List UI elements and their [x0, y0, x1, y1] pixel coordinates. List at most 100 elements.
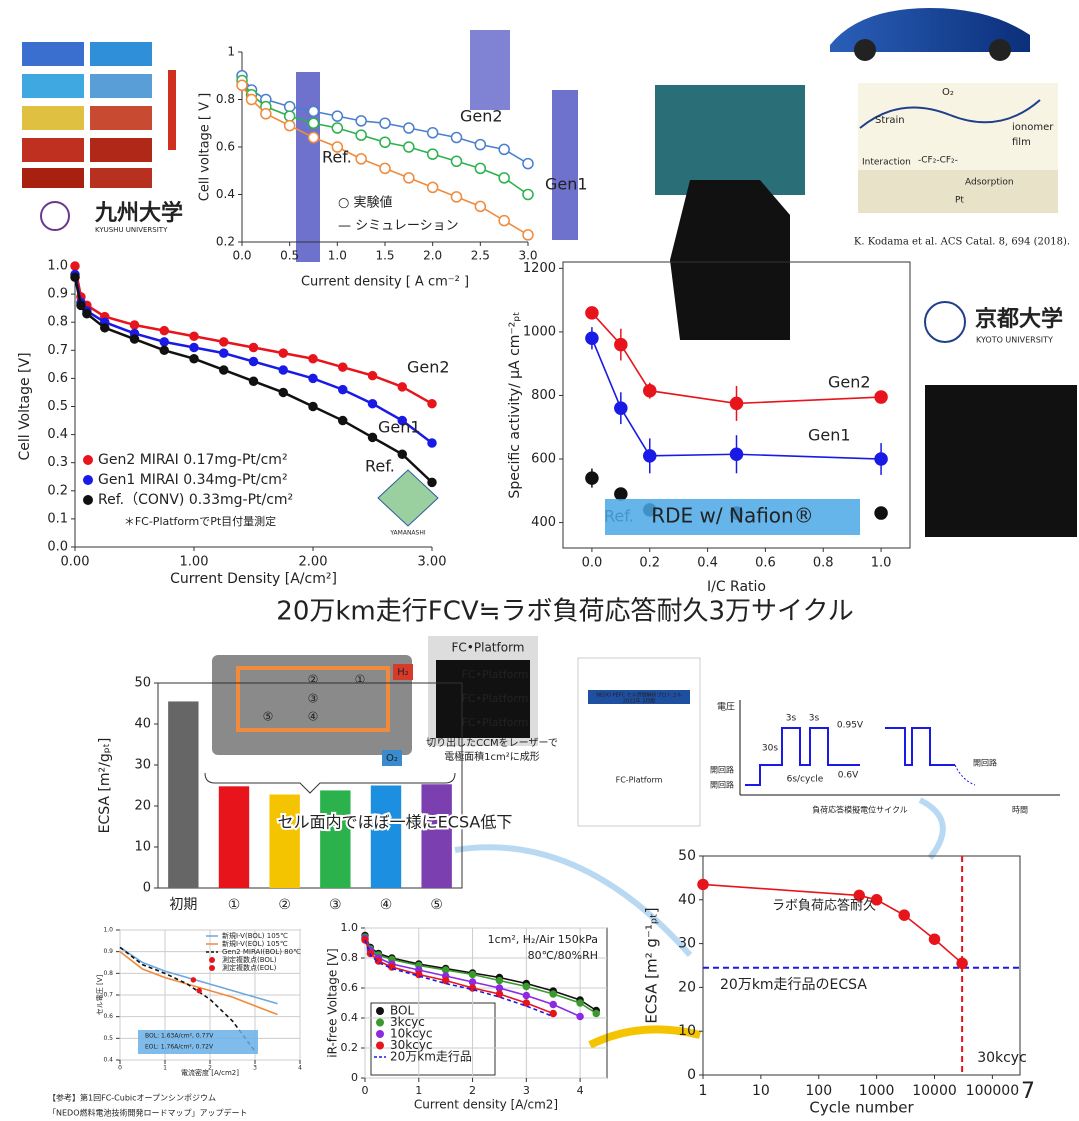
data-point — [428, 149, 438, 159]
data-point — [428, 182, 438, 192]
data-point — [428, 439, 436, 447]
data-point — [309, 374, 317, 382]
data-point — [398, 450, 406, 458]
y-tick-label: 0.6 — [341, 981, 359, 994]
heatmap — [22, 138, 84, 162]
data-point — [443, 978, 449, 984]
data-point — [380, 163, 390, 173]
catalyst-image — [655, 85, 805, 195]
y-tick-label: 0.8 — [47, 315, 68, 330]
platform-label: FC•Platform — [462, 692, 529, 705]
protocol-label: 0.6V — [838, 771, 859, 781]
structure-image — [552, 90, 578, 240]
cell-label: ④ — [308, 710, 319, 724]
data-point — [380, 137, 390, 147]
data-point — [160, 346, 168, 354]
data-point — [131, 335, 139, 343]
data-point — [475, 201, 485, 211]
protocol-label: 6s/cycle — [787, 775, 824, 785]
data-point — [309, 355, 317, 363]
x-tick-label: 4 — [577, 1084, 584, 1097]
data-point — [369, 400, 377, 408]
y-tick-label: 1 — [227, 45, 235, 59]
y-tick-label: 0.6 — [216, 140, 235, 154]
figure-label: Pt — [955, 196, 964, 206]
data-point — [309, 403, 317, 411]
data-point — [593, 1011, 599, 1017]
x-axis-label: 電流密度 [A/cm2] — [181, 1068, 239, 1077]
data-point — [475, 163, 485, 173]
x-tick-label: 0.0 — [582, 556, 603, 571]
car-wheel — [854, 39, 876, 61]
y-tick-label: 0.3 — [47, 455, 68, 470]
data-point — [279, 349, 287, 357]
y-axis-label: Specific activity/ μA cm⁻²ₚₜ — [507, 311, 523, 498]
slide: Strain O₂ Interaction -CF₂-CF₂- ionomer … — [0, 0, 1079, 1121]
x-tick-label: 4 — [298, 1065, 302, 1072]
data-point — [190, 332, 198, 340]
x-tick-label: 0 — [118, 1065, 122, 1072]
x-tick-label: 0.00 — [61, 555, 90, 570]
x-axis-label: Current density [ A cm⁻² ] — [301, 275, 469, 290]
y-tick-label: 50 — [678, 848, 696, 864]
protocol-label: 電圧 — [717, 702, 735, 713]
x-tick-label: 0.2 — [639, 556, 660, 571]
protocol-label: 開回路 — [973, 758, 997, 768]
data-point — [615, 488, 627, 500]
legend-marker — [83, 475, 93, 485]
legend-label: Gen1 MIRAI 0.34mg-Pt/cm² — [98, 472, 288, 488]
x-tick-label: 1000 — [859, 1083, 895, 1099]
y-tick-label: 0.4 — [47, 427, 68, 442]
data-point — [356, 130, 366, 140]
x-tick-label: 0.0 — [232, 249, 251, 263]
legend-label: 20万km走行品 — [390, 1050, 472, 1064]
heatmap — [90, 138, 152, 162]
data-point — [644, 450, 656, 462]
series-line — [365, 936, 596, 1011]
cell-label: O₂ — [386, 753, 398, 764]
data-point — [380, 118, 390, 128]
x-axis-label: I/C Ratio — [707, 579, 766, 595]
x-tick-label: 100000 — [966, 1083, 1019, 1099]
y-tick-label: 20 — [134, 799, 151, 814]
legend-label: 新規I-V(BOL) 105℃ — [222, 931, 288, 940]
data-point — [404, 123, 414, 133]
data-point — [101, 324, 109, 332]
annotation: 80℃/80%RH — [528, 949, 598, 962]
data-point — [470, 972, 476, 978]
x-tick-label: 3.00 — [418, 555, 447, 570]
y-tick-label: 0.2 — [341, 1041, 359, 1054]
y-tick-label: 50 — [134, 676, 151, 691]
x-tick-label: 10 — [752, 1083, 770, 1099]
x-axis-label: Current Density [A/cm²] — [170, 571, 337, 587]
figure-label: Interaction — [862, 158, 911, 168]
data-point — [404, 173, 414, 183]
y-axis-label: Cell Voltage [V] — [17, 352, 33, 460]
data-point — [550, 1002, 556, 1008]
data-point — [71, 262, 79, 270]
y-tick-label: 0.2 — [47, 483, 68, 498]
protocol-label: 負荷応答模擬電位サイクル — [812, 805, 908, 815]
data-point — [523, 993, 529, 999]
pore-image — [925, 385, 1077, 537]
cell-label: ① — [355, 673, 366, 687]
platform-label: FC•Platform — [462, 716, 529, 729]
legend-marker — [209, 957, 215, 963]
x-tick-label: ④ — [380, 897, 393, 913]
annotation: BOL: 1.63A/cm², 0.77V — [145, 1033, 214, 1040]
x-tick-label: 0.8 — [813, 556, 834, 571]
y-tick-label: 1000 — [523, 324, 556, 339]
cell-label: H₂ — [397, 667, 409, 678]
y-axis-label: セル電圧 [V] — [96, 974, 104, 1015]
legend-label: 測定複数点(EOL) — [222, 963, 277, 972]
x-tick-label: 3 — [253, 1065, 257, 1072]
structure-image — [470, 30, 510, 110]
data-point — [586, 307, 598, 319]
figure-label: O₂ — [942, 87, 954, 98]
data-point — [285, 121, 295, 131]
data-point — [586, 332, 598, 344]
legend-label: Gen2 MIRAI 0.17mg-Pt/cm² — [98, 452, 288, 468]
x-tick-label: 0 — [362, 1084, 369, 1097]
data-point — [191, 978, 195, 982]
series-label: Gen1 — [808, 426, 851, 445]
